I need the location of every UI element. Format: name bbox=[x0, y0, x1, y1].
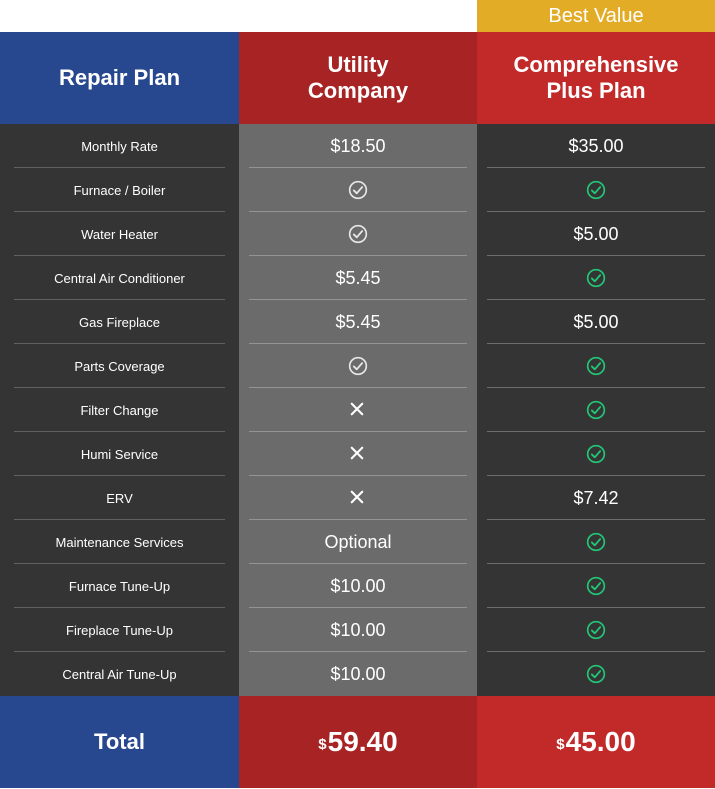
row-comprehensive-value bbox=[477, 388, 715, 432]
table-row: Furnace / Boiler bbox=[0, 168, 715, 212]
total-label: Total bbox=[0, 696, 239, 788]
total-utility: $59.40 bbox=[239, 696, 477, 788]
cell-value: $10.00 bbox=[330, 576, 385, 597]
cell-value: $10.00 bbox=[330, 664, 385, 685]
check-icon bbox=[586, 444, 606, 464]
currency-symbol: $ bbox=[556, 736, 564, 753]
check-icon bbox=[586, 356, 606, 376]
cell-value: $10.00 bbox=[330, 620, 385, 641]
check-icon bbox=[348, 356, 368, 376]
row-comprehensive-value: $5.00 bbox=[477, 300, 715, 344]
row-utility-value bbox=[239, 432, 477, 476]
row-utility-value: $10.00 bbox=[239, 608, 477, 652]
row-label: Fireplace Tune-Up bbox=[0, 608, 239, 652]
row-utility-value: $18.50 bbox=[239, 124, 477, 168]
row-utility-value bbox=[239, 388, 477, 432]
row-label: Central Air Conditioner bbox=[0, 256, 239, 300]
row-comprehensive-value bbox=[477, 564, 715, 608]
cell-value: $18.50 bbox=[330, 136, 385, 157]
table-row: Central Air Conditioner $5.45 bbox=[0, 256, 715, 300]
check-icon bbox=[586, 576, 606, 596]
row-comprehensive-value: $5.00 bbox=[477, 212, 715, 256]
row-label: Gas Fireplace bbox=[0, 300, 239, 344]
row-comprehensive-value bbox=[477, 608, 715, 652]
row-comprehensive-value: $7.42 bbox=[477, 476, 715, 520]
row-comprehensive-value: $35.00 bbox=[477, 124, 715, 168]
row-comprehensive-value bbox=[477, 168, 715, 212]
table-row: Fireplace Tune-Up $10.00 bbox=[0, 608, 715, 652]
table-row: Humi Service bbox=[0, 432, 715, 476]
cell-value: $7.42 bbox=[573, 488, 618, 509]
row-label: Furnace Tune-Up bbox=[0, 564, 239, 608]
cross-icon bbox=[348, 488, 368, 508]
row-label: Humi Service bbox=[0, 432, 239, 476]
check-icon bbox=[586, 180, 606, 200]
cell-value: $5.00 bbox=[573, 312, 618, 333]
row-comprehensive-value bbox=[477, 652, 715, 696]
table-row: Parts Coverage bbox=[0, 344, 715, 388]
currency-symbol: $ bbox=[318, 736, 326, 753]
header-comprehensive-plus: ComprehensivePlus Plan bbox=[477, 32, 715, 124]
cell-value: $5.45 bbox=[335, 268, 380, 289]
header-row: Repair Plan UtilityCompany Comprehensive… bbox=[0, 32, 715, 124]
row-utility-value: $5.45 bbox=[239, 256, 477, 300]
check-icon bbox=[586, 268, 606, 288]
row-label: Monthly Rate bbox=[0, 124, 239, 168]
row-label: Maintenance Services bbox=[0, 520, 239, 564]
table-row: Central Air Tune-Up $10.00 bbox=[0, 652, 715, 696]
table-row: Filter Change bbox=[0, 388, 715, 432]
row-label: Filter Change bbox=[0, 388, 239, 432]
table-row: Gas Fireplace $5.45 $5.00 bbox=[0, 300, 715, 344]
table-row: Furnace Tune-Up $10.00 bbox=[0, 564, 715, 608]
row-label: Furnace / Boiler bbox=[0, 168, 239, 212]
check-icon bbox=[586, 620, 606, 640]
row-utility-value bbox=[239, 344, 477, 388]
cell-value: $35.00 bbox=[568, 136, 623, 157]
row-utility-value bbox=[239, 212, 477, 256]
table-row: Monthly Rate $18.50 $35.00 bbox=[0, 124, 715, 168]
pricing-table: Best Value Repair Plan UtilityCompany Co… bbox=[0, 0, 715, 788]
total-comprehensive: $45.00 bbox=[477, 696, 715, 788]
row-comprehensive-value bbox=[477, 256, 715, 300]
cell-value: Optional bbox=[324, 532, 391, 553]
header-repair-plan: Repair Plan bbox=[0, 32, 239, 124]
row-utility-value: $10.00 bbox=[239, 564, 477, 608]
check-icon bbox=[586, 400, 606, 420]
table-row: Maintenance Services Optional bbox=[0, 520, 715, 564]
feature-rows: Monthly Rate $18.50 $35.00 Furnace / Boiler… bbox=[0, 124, 715, 696]
check-icon bbox=[348, 180, 368, 200]
row-utility-value: $5.45 bbox=[239, 300, 477, 344]
row-label: Parts Coverage bbox=[0, 344, 239, 388]
total-row: Total $59.40 $45.00 bbox=[0, 696, 715, 788]
check-icon bbox=[586, 532, 606, 552]
row-utility-value bbox=[239, 168, 477, 212]
cell-value: $5.00 bbox=[573, 224, 618, 245]
header-utility-company: UtilityCompany bbox=[239, 32, 477, 124]
row-label: Water Heater bbox=[0, 212, 239, 256]
row-label: Central Air Tune-Up bbox=[0, 652, 239, 696]
table-row: Water Heater $5.00 bbox=[0, 212, 715, 256]
cell-value: $5.45 bbox=[335, 312, 380, 333]
cross-icon bbox=[348, 444, 368, 464]
check-icon bbox=[586, 664, 606, 684]
table-row: ERV $7.42 bbox=[0, 476, 715, 520]
row-utility-value: Optional bbox=[239, 520, 477, 564]
best-value-badge: Best Value bbox=[477, 0, 715, 32]
row-comprehensive-value bbox=[477, 520, 715, 564]
check-icon bbox=[348, 224, 368, 244]
row-utility-value bbox=[239, 476, 477, 520]
row-utility-value: $10.00 bbox=[239, 652, 477, 696]
row-comprehensive-value bbox=[477, 344, 715, 388]
row-label: ERV bbox=[0, 476, 239, 520]
cross-icon bbox=[348, 400, 368, 420]
row-comprehensive-value bbox=[477, 432, 715, 476]
badge-row: Best Value bbox=[0, 0, 715, 32]
